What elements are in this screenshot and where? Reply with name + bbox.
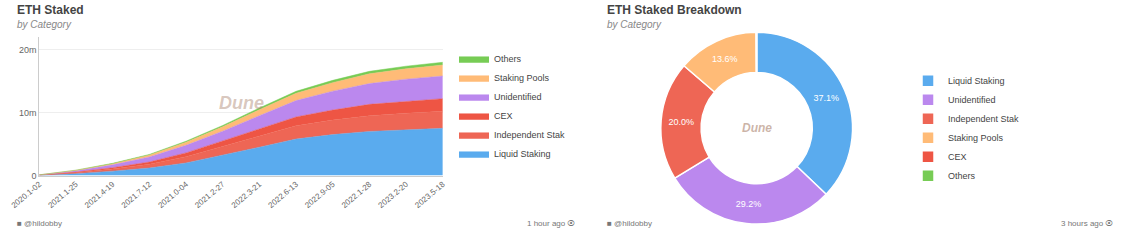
svg-text:2020.1-02: 2020.1-02 [10, 180, 44, 210]
svg-text:2022.6-13: 2022.6-13 [267, 180, 301, 210]
svg-text:37.1%: 37.1% [814, 93, 840, 103]
svg-text:1 hour ago ⦿: 1 hour ago ⦿ [527, 219, 575, 228]
svg-text:Independent Stak: Independent Stak [948, 114, 1019, 124]
svg-text:10m: 10m [19, 108, 37, 118]
svg-text:2021.2-27: 2021.2-27 [193, 180, 227, 210]
svg-text:2021.1-25: 2021.1-25 [46, 180, 80, 210]
svg-text:Liquid Staking: Liquid Staking [494, 149, 551, 159]
svg-text:Dune: Dune [742, 121, 772, 135]
svg-text:ETH Staked Breakdown: ETH Staked Breakdown [607, 3, 742, 17]
svg-text:by Category: by Category [607, 19, 662, 30]
svg-text:3 hours ago ⦿: 3 hours ago ⦿ [1061, 219, 1113, 228]
svg-text:Staking Pools: Staking Pools [948, 133, 1004, 143]
svg-text:by Category: by Category [17, 19, 72, 30]
svg-text:0: 0 [31, 171, 36, 181]
svg-text:13.6%: 13.6% [712, 54, 738, 64]
svg-text:■ @hildobby: ■ @hildobby [607, 219, 652, 228]
svg-text:Dune: Dune [219, 93, 264, 113]
svg-text:2021.7-12: 2021.7-12 [120, 180, 154, 210]
svg-text:Unidentified: Unidentified [494, 92, 542, 102]
svg-text:CEX: CEX [494, 111, 513, 121]
svg-text:29.2%: 29.2% [736, 199, 762, 209]
svg-text:20.0%: 20.0% [668, 117, 694, 127]
svg-text:2022.3-21: 2022.3-21 [230, 180, 264, 210]
svg-text:CEX: CEX [948, 152, 967, 162]
svg-text:Staking Pools: Staking Pools [494, 73, 550, 83]
svg-text:2021.0-04: 2021.0-04 [156, 180, 190, 210]
svg-text:Independent Stak: Independent Stak [494, 130, 565, 140]
svg-text:2021.4-19: 2021.4-19 [83, 180, 117, 210]
svg-text:2023.5-18: 2023.5-18 [413, 180, 447, 210]
svg-text:2023.2-20: 2023.2-20 [377, 180, 411, 210]
svg-text:20m: 20m [19, 45, 37, 55]
svg-text:Liquid Staking: Liquid Staking [948, 76, 1005, 86]
svg-text:Others: Others [948, 171, 976, 181]
svg-text:■ @hildobby: ■ @hildobby [17, 219, 62, 228]
svg-text:Others: Others [494, 54, 522, 64]
svg-text:Unidentified: Unidentified [948, 95, 996, 105]
svg-text:ETH Staked: ETH Staked [17, 3, 84, 17]
svg-text:2022.9-05: 2022.9-05 [303, 180, 337, 210]
svg-text:2022.1-28: 2022.1-28 [340, 180, 374, 210]
